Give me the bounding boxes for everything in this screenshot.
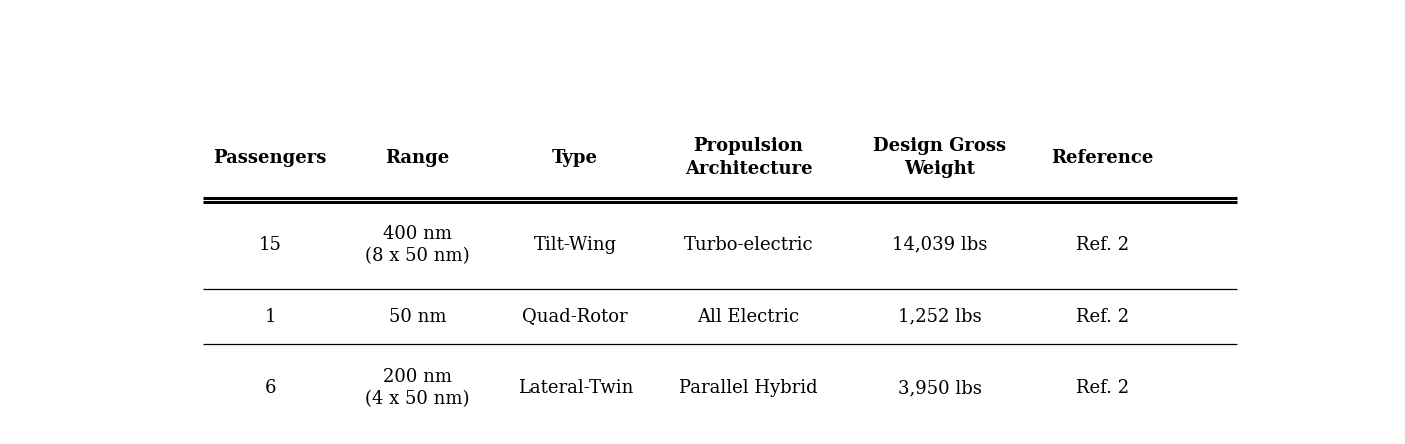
Text: Range: Range bbox=[385, 149, 450, 166]
Text: Propulsion
Architecture: Propulsion Architecture bbox=[684, 138, 812, 178]
Text: Turbo-electric: Turbo-electric bbox=[684, 236, 813, 254]
Text: 3,950 lbs: 3,950 lbs bbox=[898, 379, 982, 397]
Text: Parallel Hybrid: Parallel Hybrid bbox=[679, 379, 818, 397]
Text: Design Gross
Weight: Design Gross Weight bbox=[874, 138, 1006, 178]
Text: Lateral-Twin: Lateral-Twin bbox=[517, 379, 632, 397]
Text: Reference: Reference bbox=[1051, 149, 1154, 166]
Text: Ref. 2: Ref. 2 bbox=[1076, 308, 1130, 325]
Text: 14,039 lbs: 14,039 lbs bbox=[892, 236, 988, 254]
Text: 1,252 lbs: 1,252 lbs bbox=[898, 308, 982, 325]
Text: Ref. 2: Ref. 2 bbox=[1076, 379, 1130, 397]
Text: 15: 15 bbox=[259, 236, 281, 254]
Text: Type: Type bbox=[552, 149, 599, 166]
Text: 50 nm: 50 nm bbox=[389, 308, 447, 325]
Text: 200 nm
(4 x 50 nm): 200 nm (4 x 50 nm) bbox=[365, 368, 469, 408]
Text: 1: 1 bbox=[264, 308, 275, 325]
Text: All Electric: All Electric bbox=[697, 308, 799, 325]
Text: Tilt-Wing: Tilt-Wing bbox=[534, 236, 617, 254]
Text: Quad-Rotor: Quad-Rotor bbox=[523, 308, 628, 325]
Text: Passengers: Passengers bbox=[214, 149, 327, 166]
Text: Ref. 2: Ref. 2 bbox=[1076, 236, 1130, 254]
Text: 6: 6 bbox=[264, 379, 275, 397]
Text: 400 nm
(8 x 50 nm): 400 nm (8 x 50 nm) bbox=[365, 225, 469, 265]
